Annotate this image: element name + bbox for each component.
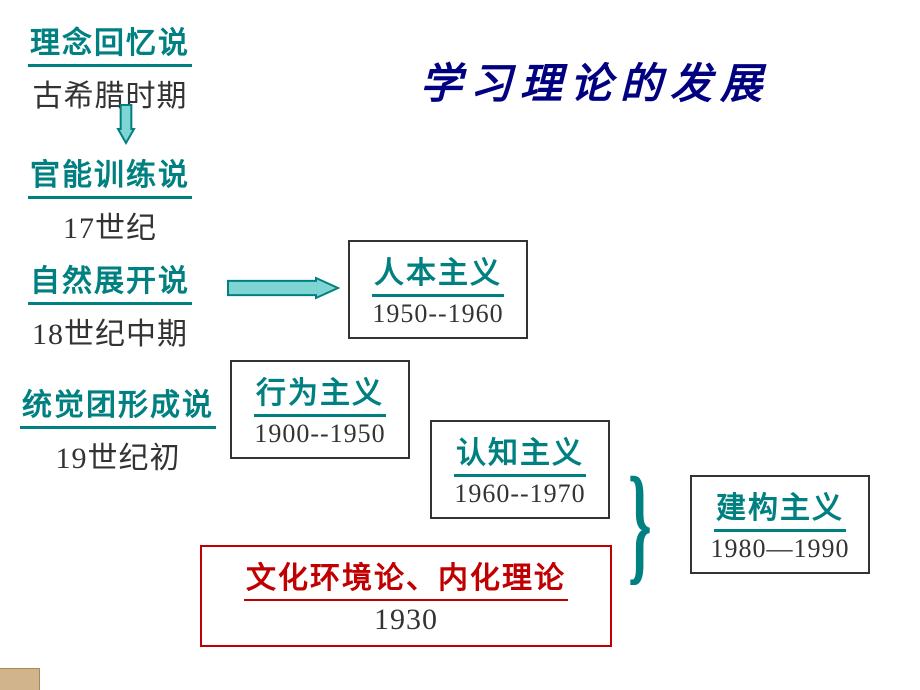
bracket-icon: }: [628, 449, 652, 601]
box-sub: 1900--1950: [242, 419, 398, 449]
node-anamnesis: 理念回忆说 古希腊时期: [28, 18, 192, 115]
node-apperception: 统觉团形成说 19世纪初: [20, 380, 216, 477]
arrow-right-icon: [228, 268, 338, 308]
box-culture: 文化环境论、内化理论 1930: [200, 545, 612, 647]
node-title: 官能训练说: [28, 150, 192, 199]
box-sub: 1950--1960: [360, 299, 516, 329]
box-sub: 1930: [212, 603, 600, 637]
node-title: 统觉团形成说: [20, 380, 216, 429]
box-sub: 1960--1970: [442, 479, 598, 509]
box-constructivism: 建构主义 1980—1990: [690, 475, 870, 574]
box-title: 认知主义: [454, 428, 586, 477]
node-sub: 18世纪中期: [28, 309, 192, 353]
box-cognitivism: 认知主义 1960--1970: [430, 420, 610, 519]
box-behaviorism: 行为主义 1900--1950: [230, 360, 410, 459]
corner-decoration: [0, 668, 40, 690]
arrow-down-icon: [110, 105, 142, 143]
node-sub: 17世纪: [28, 203, 192, 247]
node-title: 理念回忆说: [28, 18, 192, 67]
node-sub: 19世纪初: [20, 433, 216, 477]
node-natural: 自然展开说 18世纪中期: [28, 256, 192, 353]
box-title: 人本主义: [372, 248, 504, 297]
box-title: 文化环境论、内化理论: [244, 553, 568, 601]
page-title: 学习理论的发展: [420, 50, 770, 111]
box-title: 建构主义: [714, 483, 846, 532]
box-humanism: 人本主义 1950--1960: [348, 240, 528, 339]
node-title: 自然展开说: [28, 256, 192, 305]
box-sub: 1980—1990: [702, 534, 858, 564]
box-title: 行为主义: [254, 368, 386, 417]
node-faculty: 官能训练说 17世纪: [28, 150, 192, 247]
